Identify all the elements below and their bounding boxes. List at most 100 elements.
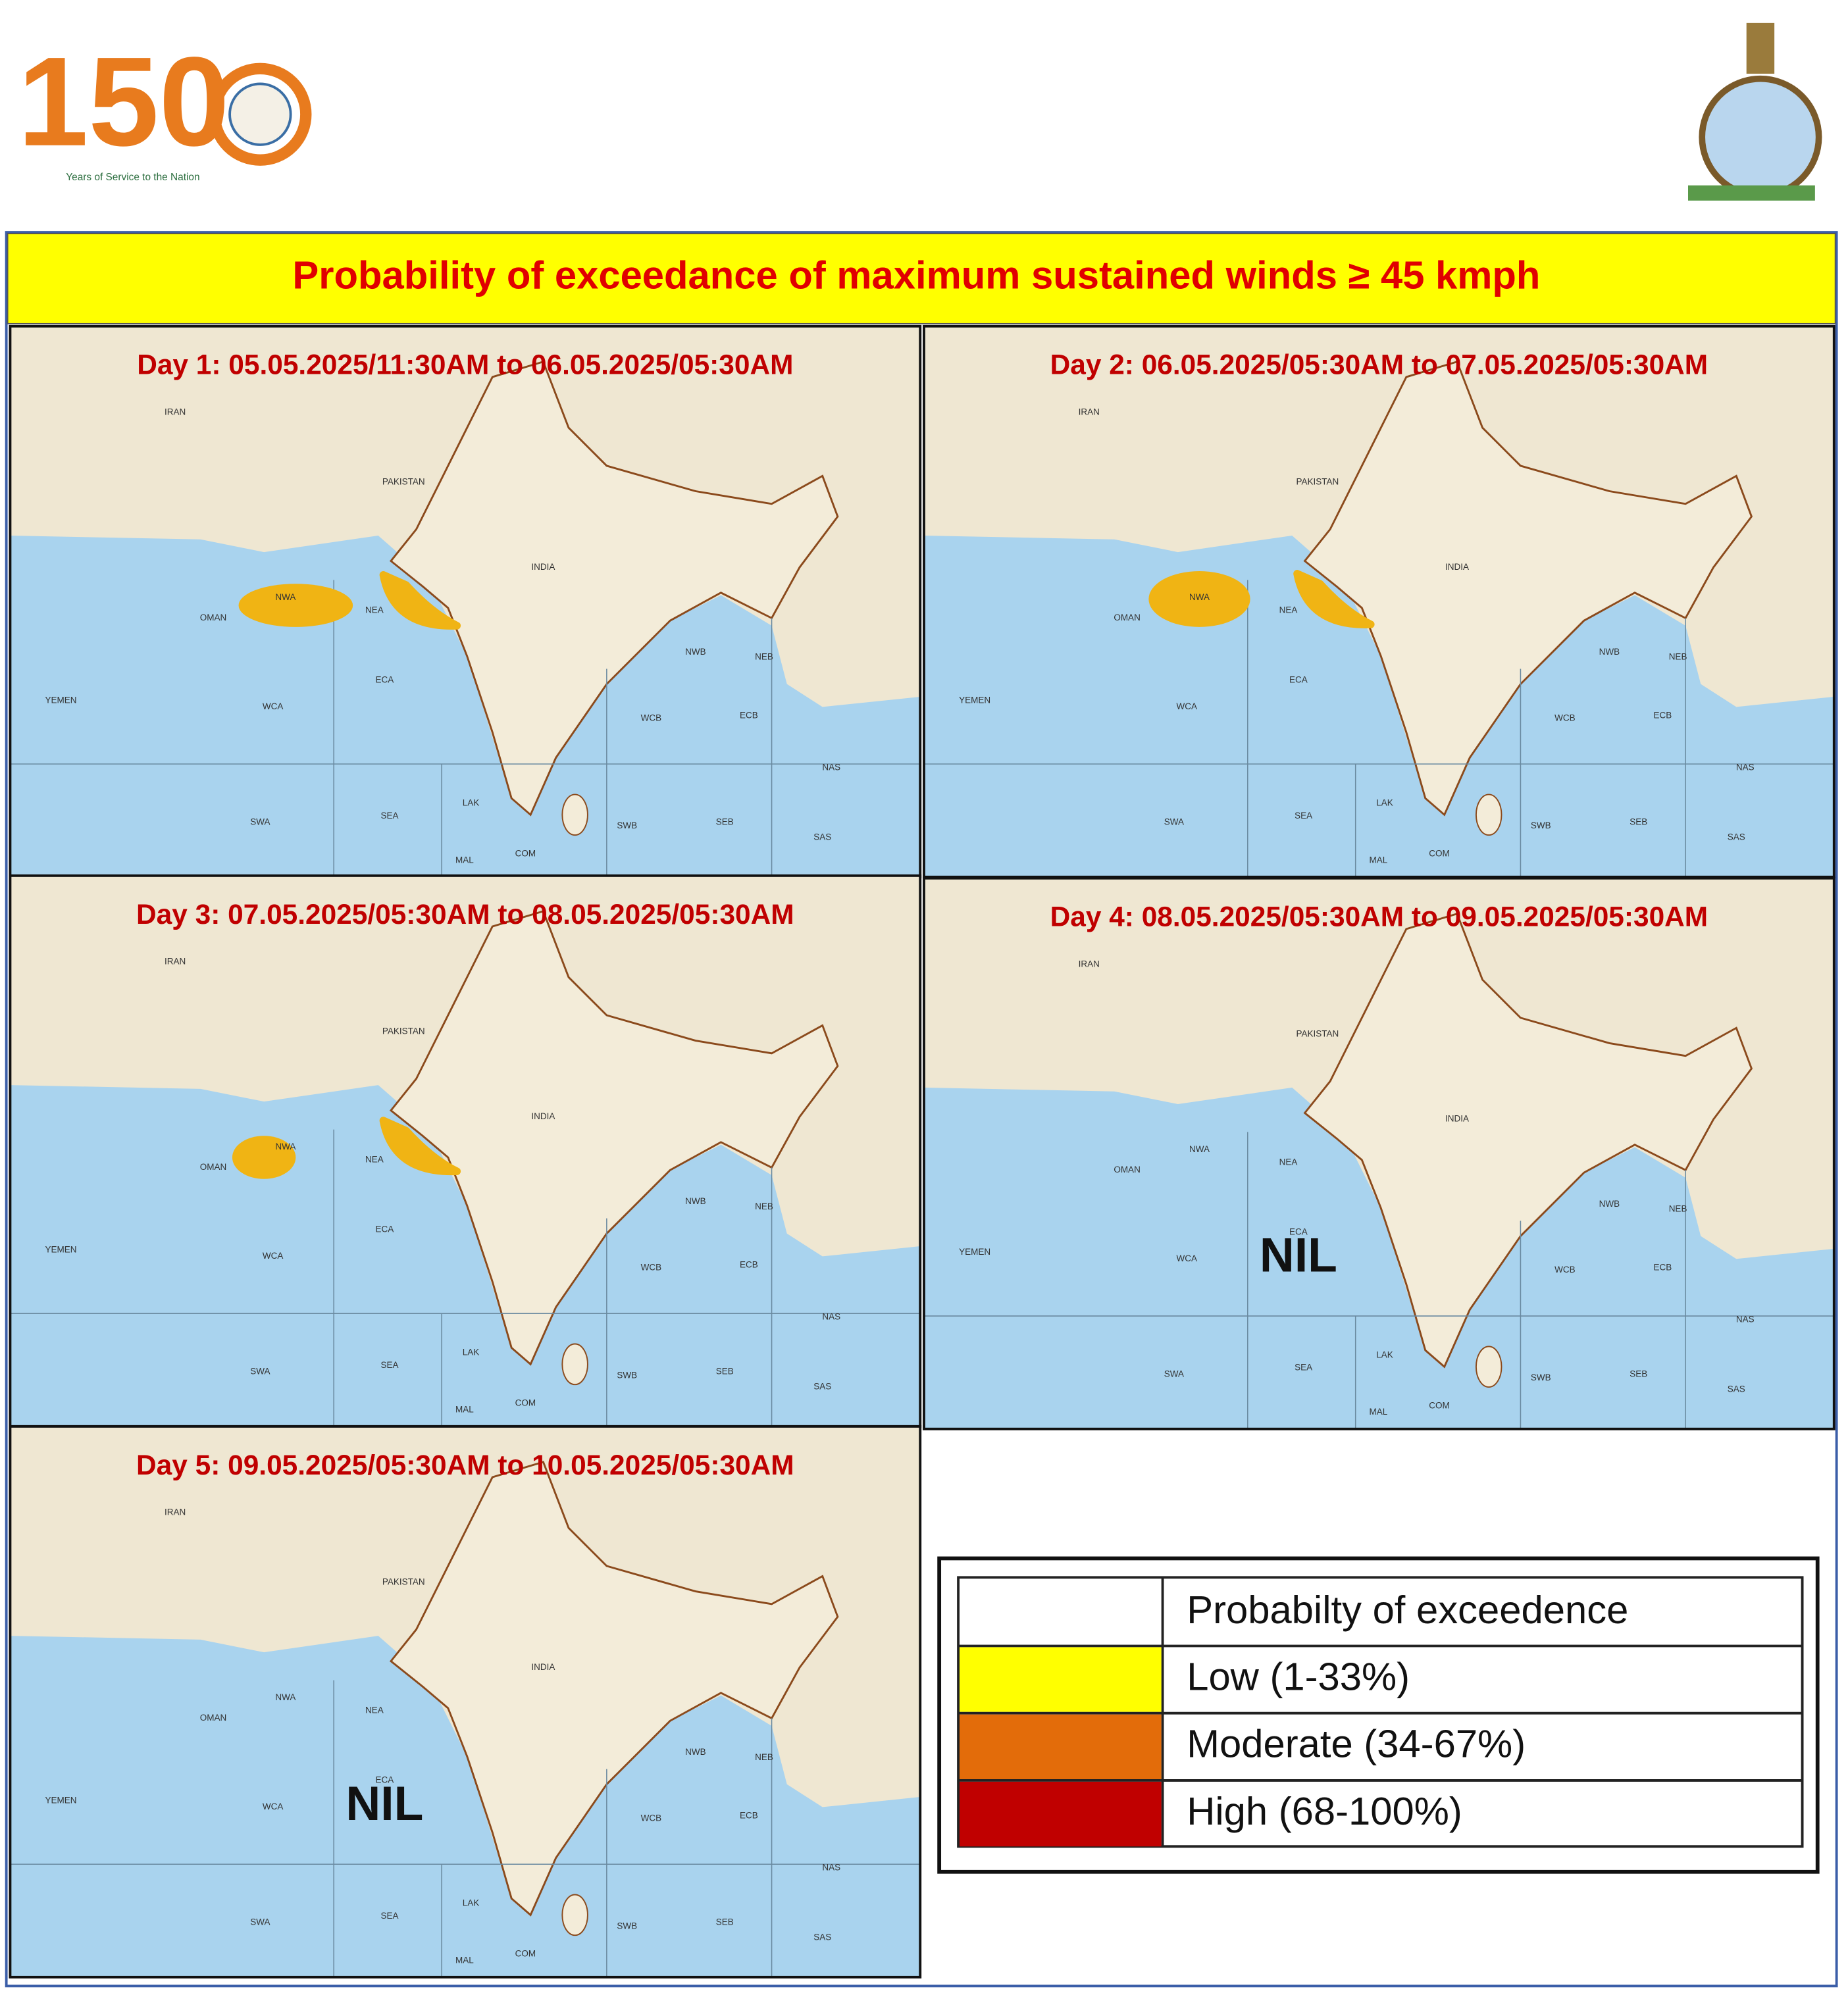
map-panel: NWA NEA ECA WCA WCB ECB NWB NEB NAS SAS SWA SEA LAK M… [923,876,1835,1430]
imd-emblem [1688,22,1822,201]
legend-label: Moderate (34-67%) [1187,1722,1526,1766]
map-label: ECA [1289,674,1308,684]
map-label: ECA [375,1775,394,1784]
wind-area [1148,571,1250,627]
legend-swatch [960,1781,1162,1847]
map-label: SWB [1531,1373,1551,1382]
map-label: WCA [263,701,283,711]
title-bar [7,233,1836,324]
map-label: IRAN [1079,407,1100,417]
map-label: INDIA [531,1111,555,1121]
map-label: SEB [716,1917,734,1927]
map-label: ECB [740,1810,758,1820]
map-label: WCB [641,713,662,722]
wind-area [1293,570,1375,628]
map-label: SEB [716,817,734,826]
map-label: COM [1429,1401,1450,1411]
map-label: NEB [1669,1204,1687,1214]
map-label: COM [515,849,536,859]
map-label: SWA [1164,1369,1184,1378]
map-label: NEA [365,1705,384,1715]
map-label: SWA [250,817,270,826]
wind-area [238,584,353,627]
map-label: WCA [263,1251,283,1261]
logo-150: 150 Years of Service to the Nation [18,30,312,183]
map-label: SEA [1295,811,1312,821]
map-label: ECB [740,1259,758,1269]
map-label: MAL [455,1404,474,1414]
map-label: YEMEN [959,695,990,705]
content-frame [5,231,1838,1988]
map-label: SWA [1164,817,1184,826]
map-label: ECB [1654,1262,1672,1272]
sri-lanka [1475,794,1502,836]
map-label: NEA [365,1154,384,1164]
map-label: IRAN [165,407,186,417]
map-panel: NWA NEA ECA WCA WCB ECB NWB NEB NAS SAS SWA SEA LAK M… [9,324,922,878]
legend-swatch [960,1647,1162,1712]
map-label: PAKISTAN [1296,1028,1339,1038]
wind-area [379,1117,461,1176]
map-label: NWB [685,1747,706,1757]
map-label: NEB [755,1752,773,1762]
map-label: MAL [455,1955,474,1965]
sea [924,536,1834,877]
map-label: PAKISTAN [382,1577,425,1587]
sea [10,536,921,877]
map-label: ECA [375,674,394,684]
map-label: COM [1429,849,1450,859]
map-label: IRAN [165,1507,186,1517]
map-label: ECB [1654,710,1672,720]
map-label: WCB [641,1262,662,1272]
sri-lanka [561,1343,588,1386]
legend-swatch [960,1714,1162,1779]
map-label: SEB [1630,817,1647,826]
map-label: WCA [1176,701,1197,711]
map-label: SWB [617,821,637,830]
map-label: NAS [822,1312,840,1322]
sea [10,1636,921,1977]
nil-label: NIL [346,1777,423,1831]
sea [924,1087,1834,1429]
map-label: YEMEN [45,1795,77,1805]
map-label: NWA [1189,592,1210,602]
sri-lanka [561,1894,588,1936]
map-label: INDIA [1445,562,1469,572]
logo-caption: Years of Service to the Nation [66,172,199,183]
map-label: COM [515,1949,536,1959]
map-label: PAKISTAN [1296,477,1339,487]
map-panel: NWA NEA ECA WCA WCB ECB NWB NEB NAS SAS SWA SEA LAK M… [923,324,1835,878]
map-label: NAS [1736,762,1755,772]
map-label: YEMEN [45,695,77,705]
map-label: YEMEN [959,1247,990,1257]
map-label: YEMEN [45,1244,77,1254]
map-label: NWA [275,1142,295,1151]
panel-border [9,1425,922,1979]
map-label: SWB [617,1370,637,1380]
map-label: NWA [1189,1144,1210,1154]
sri-lanka [561,794,588,836]
legend: Probabilty of exceedence Low (1-33%) Mode… [937,1556,1820,1874]
wind-area [232,1136,296,1179]
map-label: SEA [381,811,399,821]
nil-label: NIL [1260,1228,1337,1282]
map-label: MAL [455,855,474,865]
map-label: INDIA [531,1662,555,1672]
map-label: PAKISTAN [382,477,425,487]
map-label: NEA [1279,605,1298,615]
legend-label: High (68-100%) [1187,1789,1462,1833]
map-label: MAL [1370,1407,1388,1417]
emblem-base [1688,185,1815,201]
map-label: IRAN [165,957,186,967]
map-label: NWA [275,592,295,602]
map-label: SWA [250,1366,270,1376]
map-label: ECA [1289,1226,1308,1236]
map-label: NEB [755,1201,773,1211]
map-label: SEB [1630,1369,1647,1378]
map-panels: NWA NEA ECA WCA WCB ECB NWB NEB NAS SAS SWA SEA LAK M… [9,324,1835,1979]
map-label: LAK [1376,797,1393,807]
map-label: PAKISTAN [382,1026,425,1036]
sea [10,1085,921,1427]
map-label: OMAN [1114,1165,1141,1174]
